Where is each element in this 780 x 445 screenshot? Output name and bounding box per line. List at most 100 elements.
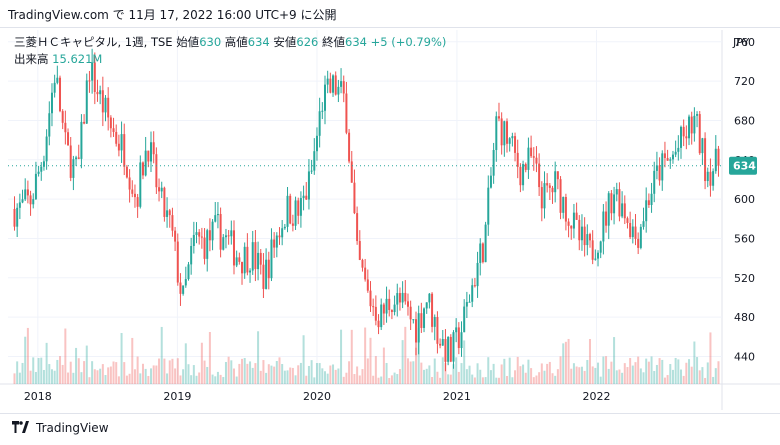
volume-bar bbox=[348, 361, 351, 384]
candle-body bbox=[318, 111, 321, 136]
y-tick-label: 720 bbox=[734, 75, 755, 88]
candle-body bbox=[32, 199, 35, 205]
volume-bar bbox=[294, 375, 297, 384]
candle-body bbox=[329, 78, 332, 93]
y-tick-label: 520 bbox=[734, 272, 755, 285]
candle-body bbox=[420, 313, 423, 328]
candle-body bbox=[358, 241, 361, 260]
volume-label: 出来高 bbox=[14, 52, 49, 66]
volume-bar bbox=[232, 368, 235, 384]
candle-body bbox=[556, 171, 559, 180]
volume-bar bbox=[64, 328, 67, 384]
candle-body bbox=[412, 319, 415, 321]
volume-bar bbox=[313, 377, 316, 384]
volume-bar bbox=[677, 359, 680, 384]
volume-bar bbox=[428, 365, 431, 384]
volume-bar bbox=[396, 374, 399, 384]
candle-body bbox=[460, 332, 463, 349]
candle-body bbox=[307, 171, 310, 200]
volume-bar bbox=[115, 362, 118, 384]
volume-bar bbox=[511, 377, 514, 384]
volume-bar bbox=[190, 375, 193, 384]
volume-bar bbox=[21, 362, 24, 384]
volume-bar bbox=[238, 363, 241, 384]
volume-bar bbox=[471, 374, 474, 384]
volume-bar bbox=[34, 371, 37, 384]
volume-bar bbox=[653, 370, 656, 384]
volume-bar bbox=[155, 365, 158, 384]
volume-bar bbox=[449, 374, 452, 384]
candle-body bbox=[671, 154, 674, 160]
candle-body bbox=[548, 185, 551, 188]
volume-bar bbox=[398, 369, 401, 384]
candle-body bbox=[522, 164, 525, 186]
candle-body bbox=[444, 339, 447, 362]
candle-body bbox=[578, 219, 581, 241]
volume-bar bbox=[583, 370, 586, 384]
candle-body bbox=[353, 182, 356, 214]
volume-bar bbox=[551, 373, 554, 384]
candle-body bbox=[631, 226, 634, 238]
volume-bar bbox=[372, 375, 375, 384]
candle-body bbox=[281, 228, 284, 238]
volume-bar bbox=[85, 345, 88, 384]
candle-body bbox=[313, 151, 316, 171]
candle-body bbox=[163, 187, 166, 217]
candle-body bbox=[168, 210, 171, 216]
candle-body bbox=[500, 118, 503, 146]
volume-bar bbox=[535, 375, 538, 384]
volume-bar bbox=[200, 342, 203, 384]
candle-body bbox=[423, 308, 426, 328]
candle-body bbox=[688, 116, 691, 139]
volume-bar bbox=[556, 369, 559, 384]
volume-bar bbox=[243, 358, 246, 384]
candle-body bbox=[404, 292, 407, 302]
volume-bar bbox=[254, 363, 257, 384]
price-axis bbox=[722, 30, 780, 384]
candle-body bbox=[310, 170, 313, 172]
change-value: +5 (+0.79%) bbox=[370, 35, 447, 49]
candle-body bbox=[618, 189, 621, 217]
candle-body bbox=[37, 171, 40, 174]
volume-bar bbox=[160, 326, 163, 384]
volume-bar bbox=[564, 341, 567, 384]
volume-bar bbox=[607, 368, 610, 384]
candle-body bbox=[497, 116, 500, 119]
volume-bar bbox=[519, 366, 522, 384]
volume-bar bbox=[267, 364, 270, 384]
candle-body bbox=[666, 158, 669, 161]
candle-body bbox=[67, 132, 70, 146]
y-tick-label: 560 bbox=[734, 232, 755, 245]
candle-body bbox=[69, 145, 72, 178]
volume-bar bbox=[326, 373, 329, 384]
volume-bar bbox=[575, 366, 578, 384]
volume-bar bbox=[257, 331, 260, 384]
volume-bar bbox=[361, 369, 364, 384]
volume-bar bbox=[506, 375, 509, 384]
candle-body bbox=[80, 121, 83, 159]
volume-bar bbox=[262, 360, 265, 384]
volume-bar bbox=[444, 363, 447, 384]
candle-body bbox=[396, 293, 399, 305]
volume-bar bbox=[610, 361, 613, 384]
candle-body bbox=[96, 91, 99, 95]
candle-body bbox=[669, 159, 672, 161]
candle-body bbox=[706, 171, 709, 182]
candle-body bbox=[398, 293, 401, 303]
volume-bar bbox=[163, 358, 166, 384]
candle-body bbox=[385, 298, 388, 314]
candle-body bbox=[580, 226, 583, 241]
candle-body bbox=[597, 252, 600, 259]
volume-bar bbox=[388, 377, 391, 384]
volume-bar bbox=[447, 374, 450, 384]
volume-bar bbox=[230, 360, 233, 384]
volume-bar bbox=[682, 375, 685, 384]
candle-body bbox=[150, 142, 153, 162]
candle-body bbox=[524, 164, 527, 170]
candle-body bbox=[599, 241, 602, 253]
volume-bar bbox=[99, 368, 102, 384]
volume-bar bbox=[639, 368, 642, 384]
candle-body bbox=[704, 138, 707, 182]
volume-bar bbox=[540, 363, 543, 384]
